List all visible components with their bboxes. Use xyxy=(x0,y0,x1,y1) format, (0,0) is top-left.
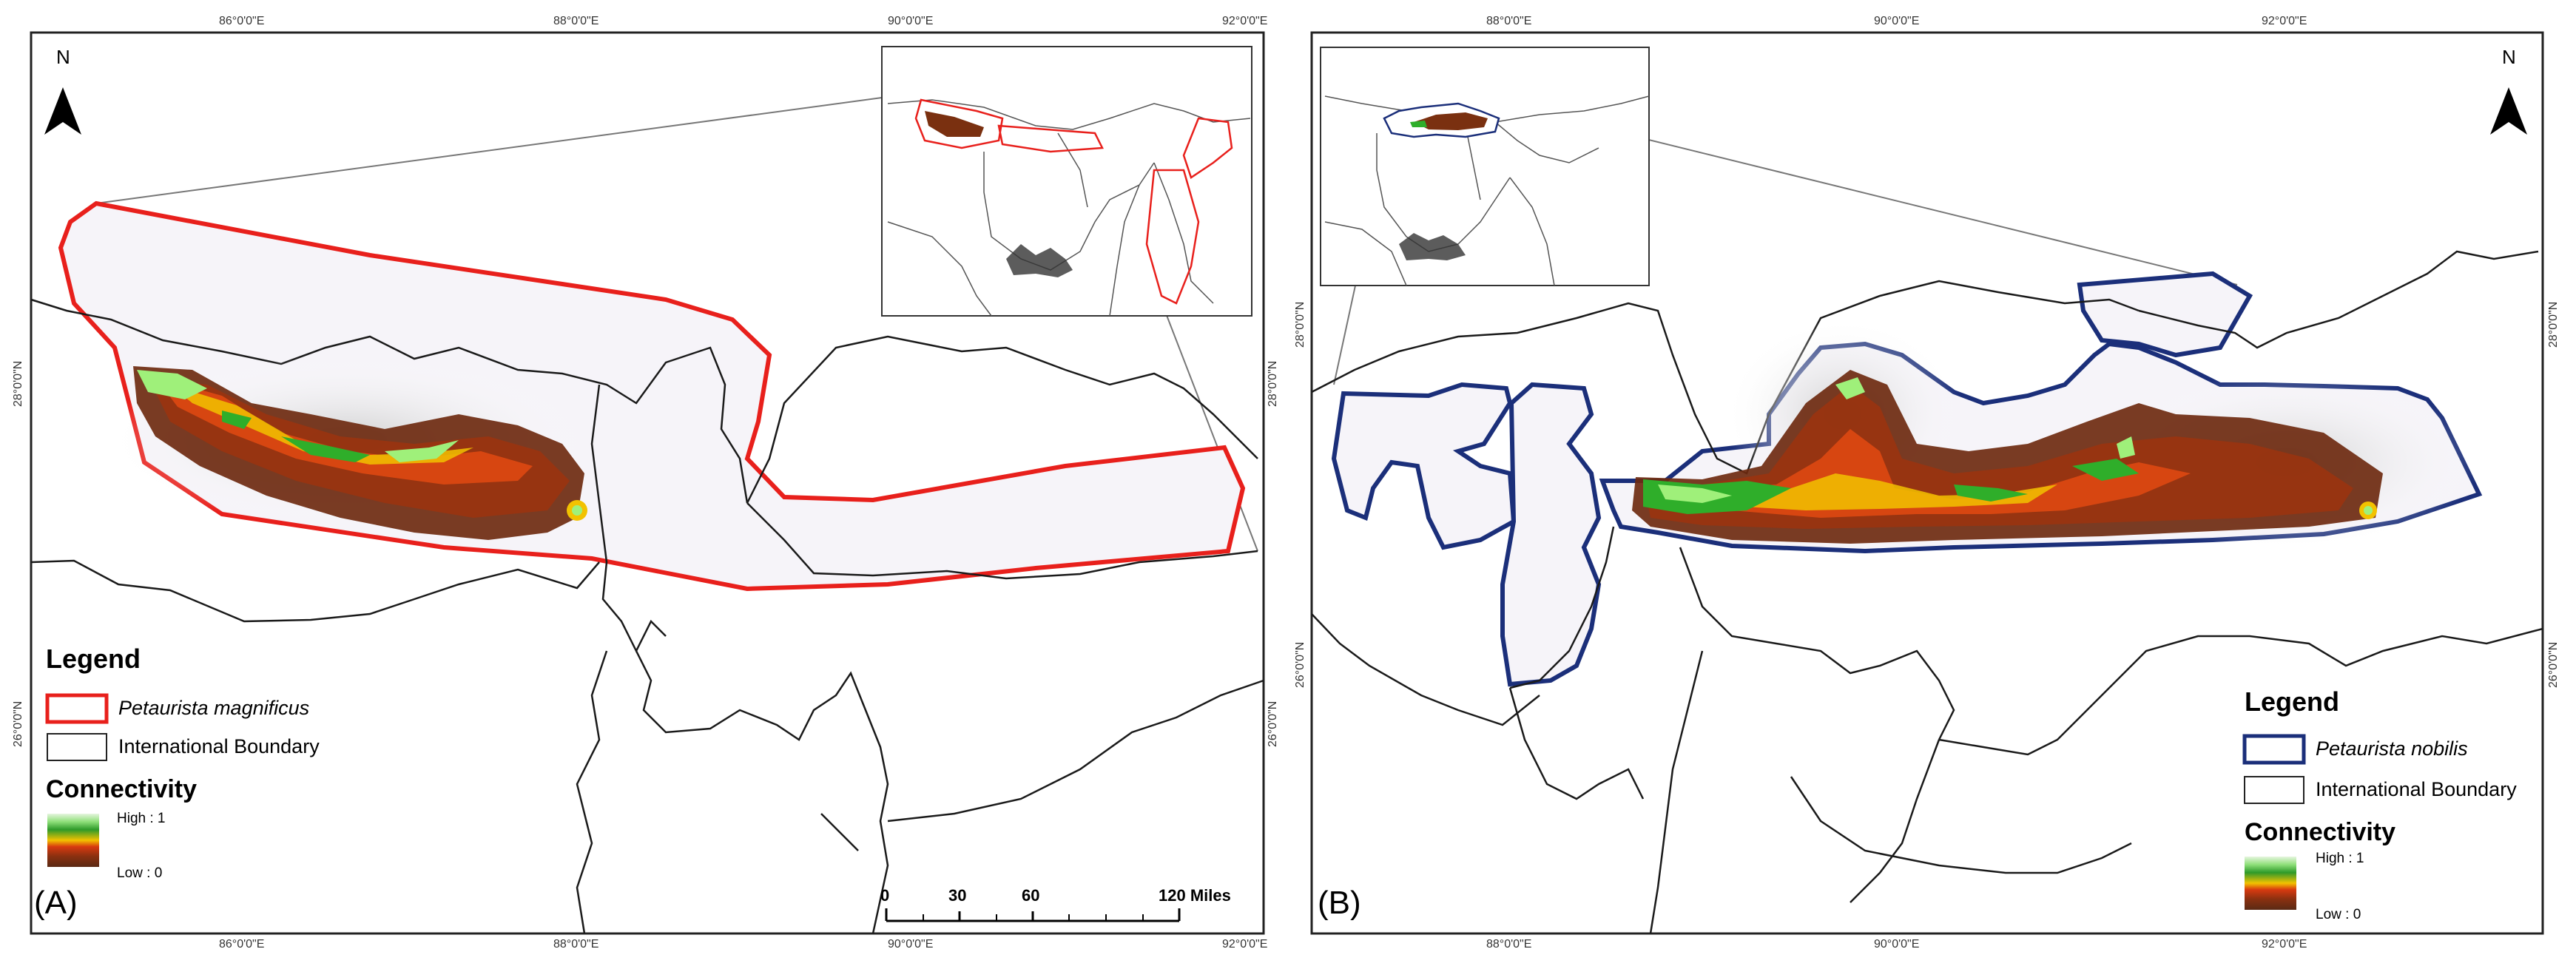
coord-bottom: 92°0'0"E xyxy=(1222,938,1268,951)
coord-bottom: 90°0'0"E xyxy=(888,938,934,951)
international-boundary xyxy=(1311,250,2543,934)
coord-top: 92°0'0"E xyxy=(2262,15,2307,27)
legend-species: Petaurista magnificus xyxy=(118,697,310,719)
legend-boundary: International Boundary xyxy=(118,735,320,757)
inset-connector-line xyxy=(1561,118,2238,286)
connectivity-low-label: Low : 0 xyxy=(117,865,163,881)
legend-swatch-boundary xyxy=(47,733,107,761)
coord-bottom: 88°0'0"E xyxy=(1486,938,1532,951)
legend-title: Legend xyxy=(2245,686,2340,717)
coord-left: 26°0'0"N xyxy=(12,700,24,747)
scale-tick-label: 120 Miles xyxy=(1159,886,1231,905)
connectivity-high-label: High : 1 xyxy=(2316,851,2364,866)
coord-right: 28°0'0"N xyxy=(2547,301,2560,348)
north-label: N xyxy=(2502,46,2516,68)
connectivity-ramp xyxy=(2245,857,2296,910)
coord-left: 28°0'0"N xyxy=(1294,301,1306,348)
panel-label: (B) xyxy=(1318,885,1361,921)
north-arrow-icon xyxy=(2490,87,2527,135)
north-label: N xyxy=(56,46,70,68)
map-a-canvas xyxy=(30,31,1265,935)
connectivity-raster-b xyxy=(1632,318,2479,551)
panel-label: (A) xyxy=(34,885,78,921)
coord-bottom: 86°0'0"E xyxy=(219,938,265,951)
coord-bottom: 90°0'0"E xyxy=(1874,938,1920,951)
international-boundary xyxy=(30,298,1264,934)
map-panel-b: 88°0'0"E 90°0'0"E 92°0'0"E 88°0'0"E 90°0… xyxy=(1288,0,2576,969)
connectivity-high-label: High : 1 xyxy=(117,811,166,826)
coord-top: 86°0'0"E xyxy=(219,15,265,27)
coord-bottom: 92°0'0"E xyxy=(2262,938,2307,951)
coord-top: 90°0'0"E xyxy=(1874,15,1920,27)
legend-swatch-range xyxy=(2242,734,2306,765)
map-b-canvas xyxy=(1310,31,2544,935)
coord-right: 26°0'0"N xyxy=(2547,641,2560,688)
map-panel-a: 86°0'0"E 88°0'0"E 90°0'0"E 92°0'0"E 86°0… xyxy=(12,15,1279,951)
legend-swatch-range xyxy=(45,693,109,724)
legend-species: Petaurista nobilis xyxy=(2316,737,2468,760)
scale-tick-label: 60 xyxy=(1022,886,1040,905)
inset-map-a xyxy=(881,46,1252,317)
connectivity-raster-a xyxy=(104,355,592,540)
scale-tick-label: 0 xyxy=(880,886,890,905)
legend-boundary: International Boundary xyxy=(2316,778,2517,800)
scale-bar xyxy=(885,908,1181,922)
connectivity-title: Connectivity xyxy=(46,775,198,803)
scale-tick-label: 30 xyxy=(948,886,967,905)
coord-top: 92°0'0"E xyxy=(1222,15,1268,27)
connectivity-ramp xyxy=(47,814,99,867)
coord-right: 28°0'0"N xyxy=(1267,360,1279,407)
inset-map-b xyxy=(1320,47,1650,286)
connectivity-title: Connectivity xyxy=(2245,818,2396,846)
coord-top: 88°0'0"E xyxy=(1486,15,1532,27)
coord-top: 90°0'0"E xyxy=(888,15,934,27)
coord-right: 26°0'0"N xyxy=(1267,700,1279,747)
legend-swatch-boundary xyxy=(2244,776,2304,804)
legend-title: Legend xyxy=(46,644,141,674)
coord-left: 28°0'0"N xyxy=(12,360,24,407)
coord-top: 88°0'0"E xyxy=(553,15,599,27)
coord-left: 26°0'0"N xyxy=(1294,641,1306,688)
coord-bottom: 88°0'0"E xyxy=(553,938,599,951)
inset-connector-line xyxy=(95,97,883,204)
north-arrow-icon xyxy=(44,87,81,135)
connectivity-low-label: Low : 0 xyxy=(2316,907,2361,922)
